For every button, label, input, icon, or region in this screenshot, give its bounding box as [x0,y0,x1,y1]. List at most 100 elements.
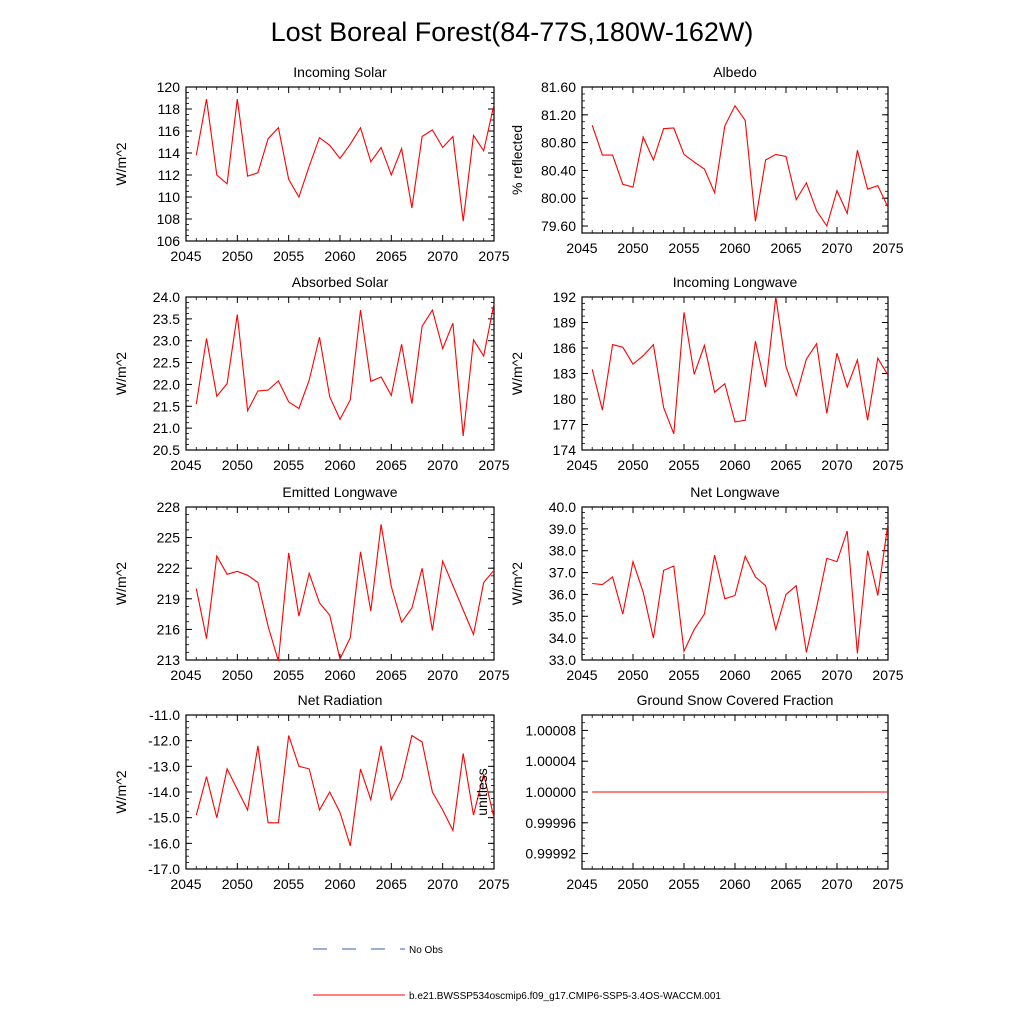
y-tick-label: 38.0 [549,543,576,559]
y-tick-label: 108 [157,211,181,227]
y-tick-label: 192 [553,289,577,305]
panel-7: 2045 2050 2055 2060 2065 2070 2075 -17.0 -16.0 -1… [113,692,510,892]
x-tick-label: 2055 [273,457,304,473]
plot-frame [185,296,495,451]
x-tick-label: 2060 [719,876,750,892]
x-tick-label: 2050 [617,457,648,473]
panel-4: 2045 2050 2055 2060 2065 2070 2075 174 177 180 183… [509,274,904,473]
plot-frame [581,296,889,451]
x-tick-label: 2055 [273,876,304,892]
series-line [195,99,495,222]
y-tick-label: 114 [158,145,181,161]
y-tick-label: 174 [553,442,577,458]
x-tick-label: 2065 [376,248,407,264]
x-tick-label: 2060 [324,457,355,473]
x-tick-label: 2075 [872,240,903,256]
x-tick-label: 2055 [273,667,304,683]
x-tick-label: 2065 [376,667,407,683]
x-tick-label: 2055 [668,667,699,683]
panel-1: 2045 2050 2055 2060 2065 2070 2075 106 108 110 112… [113,64,510,264]
y-axis-label: W/m^2 [113,770,129,813]
y-tick-label: 1.00008 [525,722,576,738]
y-axis-label: W/m^2 [113,562,129,605]
y-tick-label: 216 [157,621,181,637]
series-line [592,523,889,654]
x-tick-label: 2070 [427,248,458,264]
y-axis-label: W/m^2 [509,562,525,605]
plot-frame [185,86,495,242]
y-tick-label: 24.0 [153,289,180,305]
y-tick-label: -13.0 [148,758,180,774]
x-tick-label: 2050 [222,248,253,264]
x-tick-label: 2075 [872,457,903,473]
x-tick-label: 2075 [478,667,509,683]
x-tick-label: 2055 [668,240,699,256]
x-tick-label: 2070 [427,457,458,473]
x-tick-label: 2070 [427,876,458,892]
y-tick-label: 110 [158,189,181,205]
y-axis-label: W/m^2 [113,352,129,395]
y-tick-label: 22.0 [153,376,180,392]
panel-8: 2045 2050 2055 2060 2065 2070 2075 0.99992 0.999… [474,692,904,892]
y-tick-label: -16.0 [148,835,180,851]
y-tick-label: -14.0 [148,784,180,800]
y-tick-label: 183 [553,366,577,382]
panel-title: Incoming Solar [293,64,387,80]
y-tick-label: 213 [157,652,181,668]
y-tick-label: 21.0 [153,420,180,436]
x-tick-label: 2070 [821,667,852,683]
x-tick-label: 2065 [770,240,801,256]
x-tick-label: 2045 [170,457,201,473]
x-tick-label: 2060 [324,248,355,264]
x-tick-label: 2065 [770,876,801,892]
x-tick-label: 2070 [821,240,852,256]
y-tick-label: 116 [158,123,181,139]
y-tick-label: 112 [158,167,181,183]
x-tick-label: 2065 [376,457,407,473]
plot-frame [185,714,495,870]
x-tick-label: 2065 [770,667,801,683]
x-tick-label: 2060 [324,667,355,683]
panels: 2045 2050 2055 2060 2065 2070 2075 106 108 110 112… [113,64,904,892]
panel-2: 2045 2050 2055 2060 2065 2070 2075 79.60 80.00 80… [509,64,904,256]
y-axis-label: unitless [474,768,490,815]
x-tick-label: 2065 [770,457,801,473]
y-tick-label: 39.0 [549,521,576,537]
panel-title: Net Longwave [690,484,780,500]
x-tick-label: 2045 [566,457,597,473]
y-tick-label: -17.0 [148,861,180,877]
y-tick-label: 225 [157,530,181,546]
figure-title: Lost Boreal Forest(84-77S,180W-162W) [271,17,754,47]
x-tick-label: 2055 [273,248,304,264]
x-tick-label: 2060 [719,667,750,683]
x-tick-label: 2070 [821,876,852,892]
y-axis-label: W/m^2 [113,142,129,185]
x-tick-label: 2075 [872,667,903,683]
panel-title: Incoming Longwave [673,274,798,290]
panel-title: Emitted Longwave [282,484,397,500]
x-tick-label: 2050 [222,876,253,892]
y-tick-label: 80.80 [541,135,576,151]
y-tick-label: -15.0 [148,810,180,826]
x-tick-label: 2075 [478,876,509,892]
panel-6: 2045 2050 2055 2060 2065 2070 2075 33.0 34.0 35.0… [509,484,904,683]
panel-title: Net Radiation [298,692,383,708]
plot-frame [581,506,889,661]
y-tick-label: 1.00004 [525,753,576,769]
x-tick-label: 2075 [872,876,903,892]
y-tick-label: 23.0 [153,333,180,349]
y-axis-label: % reflected [509,125,525,195]
panel-5: 2045 2050 2055 2060 2065 2070 2075 213 216 219 222… [113,484,510,683]
y-tick-label: 186 [553,340,577,356]
y-tick-label: 118 [158,101,181,117]
x-tick-label: 2045 [566,667,597,683]
y-tick-label: 106 [157,233,181,249]
y-tick-label: 219 [157,591,181,607]
y-tick-label: 20.5 [153,442,180,458]
legend: No Obs b.e21.BWSSP534oscmip6.f09_g17.CMI… [313,945,721,1002]
plot-frame [185,506,495,661]
series-line [195,524,495,662]
y-tick-label: 22.5 [153,355,180,371]
x-tick-label: 2045 [566,240,597,256]
